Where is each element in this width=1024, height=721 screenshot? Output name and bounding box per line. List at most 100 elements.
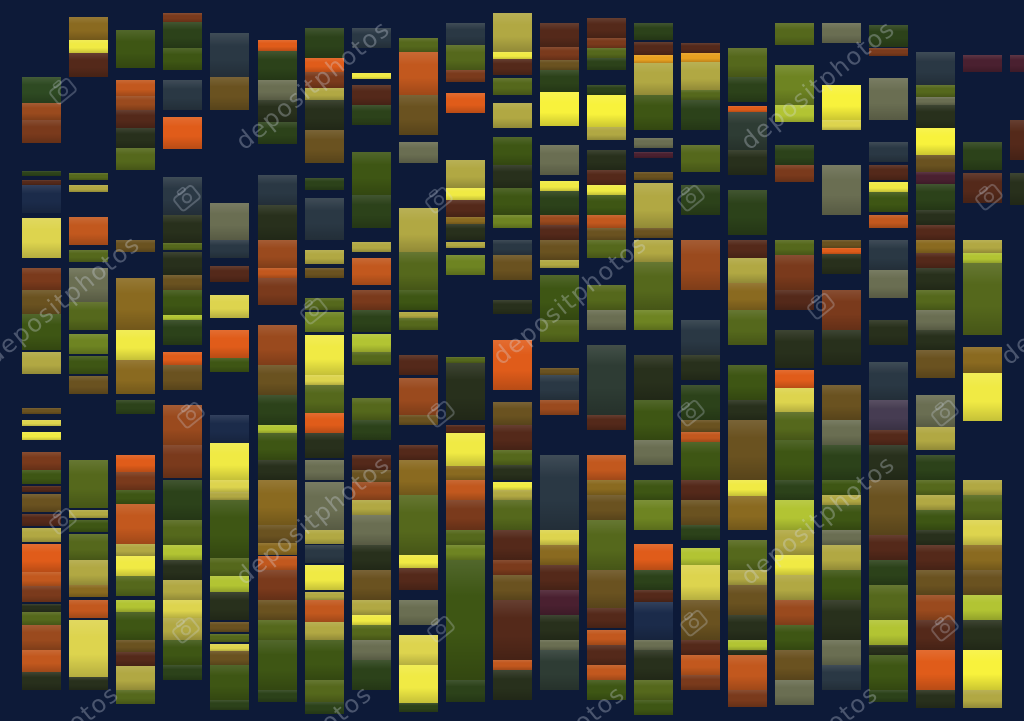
sequence-band bbox=[822, 165, 861, 215]
sequence-band bbox=[634, 310, 673, 330]
sequence-band bbox=[728, 48, 767, 77]
sequence-band bbox=[163, 560, 202, 580]
sequence-band bbox=[163, 215, 202, 243]
sequence-band bbox=[963, 495, 1002, 520]
sequence-band bbox=[963, 240, 1002, 253]
sequence-band bbox=[352, 105, 391, 125]
sequence-band bbox=[352, 545, 391, 570]
sequence-band bbox=[587, 215, 626, 228]
sequence-band bbox=[163, 243, 202, 250]
sequence-band bbox=[681, 565, 720, 600]
sequence-column bbox=[634, 0, 673, 721]
sequence-band bbox=[869, 78, 908, 120]
sequence-band bbox=[258, 640, 297, 690]
sequence-band bbox=[116, 652, 155, 666]
sequence-band bbox=[352, 455, 391, 470]
sequence-column bbox=[916, 0, 955, 721]
sequence-band bbox=[681, 320, 720, 355]
sequence-band bbox=[587, 680, 626, 700]
sequence-band bbox=[305, 460, 344, 480]
sequence-band bbox=[634, 228, 673, 238]
sequence-band bbox=[446, 500, 485, 530]
sequence-band bbox=[775, 480, 814, 500]
sequence-band bbox=[116, 330, 155, 360]
camera-icon bbox=[423, 611, 457, 644]
sequence-band bbox=[352, 28, 391, 48]
camera-icon bbox=[927, 610, 961, 643]
camera-icon bbox=[673, 395, 707, 428]
watermark-text: depositphotos bbox=[971, 679, 1024, 721]
sequence-band bbox=[728, 570, 767, 585]
sequence-band bbox=[305, 268, 344, 278]
sequence-band bbox=[728, 240, 767, 258]
sequence-band bbox=[775, 530, 814, 555]
sequence-band bbox=[116, 576, 155, 596]
sequence-band bbox=[540, 455, 579, 530]
sequence-band bbox=[587, 127, 626, 140]
sequence-band bbox=[728, 190, 767, 235]
sequence-band bbox=[210, 700, 249, 710]
sequence-band bbox=[258, 268, 297, 278]
sequence-band bbox=[399, 208, 438, 252]
sequence-band bbox=[1010, 120, 1024, 160]
sequence-column bbox=[258, 0, 297, 721]
sequence-band bbox=[681, 100, 720, 130]
sequence-band bbox=[634, 183, 673, 228]
sequence-band bbox=[916, 268, 955, 290]
sequence-band bbox=[775, 650, 814, 680]
sequence-band bbox=[116, 400, 155, 414]
sequence-band bbox=[352, 640, 391, 660]
camera-icon bbox=[676, 605, 710, 638]
sequence-band bbox=[916, 97, 955, 105]
sequence-band bbox=[69, 356, 108, 374]
sequence-band bbox=[775, 23, 814, 45]
sequence-band bbox=[352, 515, 391, 545]
sequence-band bbox=[163, 320, 202, 345]
sequence-band bbox=[446, 560, 485, 680]
sequence-band bbox=[775, 600, 814, 625]
sequence-band bbox=[69, 620, 108, 677]
sequence-column bbox=[210, 0, 249, 721]
sequence-band bbox=[728, 655, 767, 690]
sequence-band bbox=[540, 650, 579, 690]
sequence-band bbox=[963, 142, 1002, 170]
sequence-band bbox=[446, 480, 485, 500]
sequence-band bbox=[116, 544, 155, 556]
sequence-band bbox=[540, 375, 579, 400]
sequence-band bbox=[22, 103, 61, 120]
sequence-band bbox=[352, 625, 391, 640]
sequence-band bbox=[775, 412, 814, 440]
sequence-band bbox=[352, 398, 391, 420]
sequence-band bbox=[587, 415, 626, 430]
sequence-band bbox=[163, 480, 202, 520]
sequence-band bbox=[963, 545, 1002, 570]
sequence-band bbox=[69, 510, 108, 518]
sequence-band bbox=[869, 215, 908, 228]
sequence-band bbox=[916, 595, 955, 620]
sequence-band bbox=[446, 70, 485, 82]
sequence-band bbox=[587, 520, 626, 570]
camera-icon bbox=[45, 73, 79, 106]
sequence-band bbox=[869, 320, 908, 345]
sequence-band bbox=[822, 495, 861, 505]
sequence-band bbox=[634, 440, 673, 465]
sequence-band bbox=[822, 640, 861, 665]
sequence-band bbox=[210, 480, 249, 492]
sequence-band bbox=[493, 660, 532, 670]
sequence-band bbox=[305, 565, 344, 590]
sequence-band bbox=[916, 455, 955, 480]
sequence-band bbox=[352, 152, 391, 195]
sequence-band bbox=[634, 500, 673, 530]
sequence-band bbox=[258, 433, 297, 460]
sequence-band bbox=[258, 278, 297, 305]
sequence-band bbox=[210, 203, 249, 240]
sequence-band bbox=[916, 240, 955, 253]
sequence-band bbox=[69, 460, 108, 508]
sequence-band bbox=[22, 486, 61, 492]
sequence-band bbox=[493, 59, 532, 75]
sequence-band bbox=[493, 465, 532, 480]
sequence-column bbox=[163, 0, 202, 721]
sequence-band bbox=[163, 290, 202, 315]
sequence-band bbox=[22, 612, 61, 625]
sequence-band bbox=[399, 355, 438, 375]
